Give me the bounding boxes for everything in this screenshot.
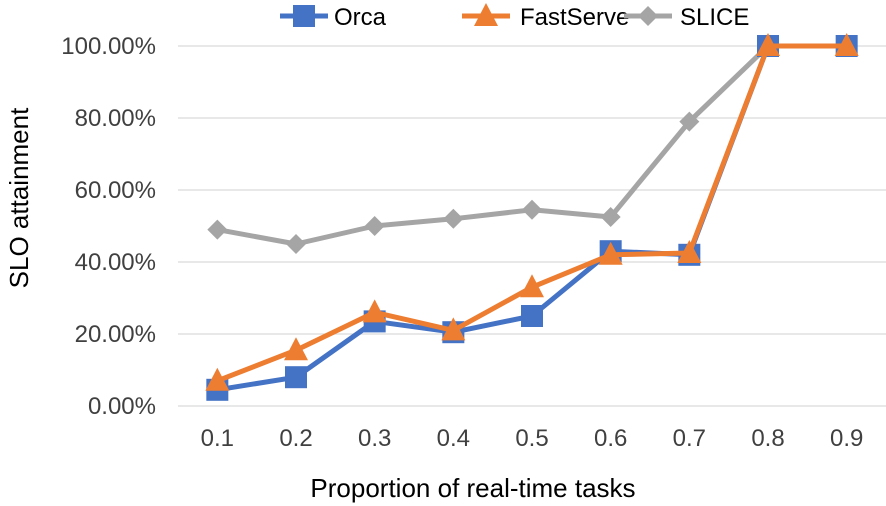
data-point (677, 240, 702, 263)
data-point (285, 366, 307, 389)
data-point (521, 305, 543, 327)
y-tick-label: 100.00% (61, 33, 156, 60)
data-point (443, 208, 464, 229)
legend-marker (293, 5, 315, 27)
data-point (522, 199, 542, 220)
x-tick-label: 0.6 (594, 425, 627, 452)
legend-item-slice: SLICE (624, 4, 749, 31)
legend-item-fastserve: FastServe (462, 3, 629, 31)
legend-item-orca: Orca (280, 4, 387, 31)
y-axis-title: SLO attainment (4, 107, 34, 288)
x-tick-label: 0.4 (437, 425, 470, 452)
legend-label: SLICE (680, 4, 749, 31)
legend-label: FastServe (520, 4, 629, 31)
data-point (364, 216, 385, 236)
data-point (520, 274, 544, 298)
x-tick-label: 0.1 (201, 425, 234, 452)
data-point (600, 207, 621, 227)
data-point (286, 234, 306, 254)
y-axis-ticks: 0.00% 20.00% 40.00% 60.00% 80.00% 100.00% (61, 33, 156, 420)
data-point (362, 299, 387, 323)
x-axis-ticks: 0.1 0.2 0.3 0.4 0.5 0.6 0.7 0.8 0.9 (201, 425, 864, 452)
x-tick-label: 0.8 (751, 425, 784, 452)
y-tick-label: 20.00% (75, 321, 156, 348)
data-point (284, 337, 308, 361)
data-point (834, 33, 859, 56)
legend: Orca FastServe SLICE (280, 3, 749, 31)
x-tick-label: 0.5 (515, 425, 548, 452)
x-tick-label: 0.2 (279, 425, 312, 452)
series-group (205, 33, 859, 401)
data-point (441, 317, 466, 341)
y-tick-label: 0.00% (88, 393, 156, 420)
data-point (679, 111, 700, 132)
data-point (205, 367, 230, 391)
x-tick-label: 0.9 (830, 425, 863, 452)
x-tick-label: 0.7 (673, 425, 706, 452)
y-tick-label: 80.00% (75, 105, 156, 132)
y-tick-label: 60.00% (75, 177, 156, 204)
legend-marker (638, 6, 658, 26)
series-fastserve (205, 33, 859, 391)
legend-label: Orca (334, 4, 387, 31)
data-point (756, 33, 780, 56)
x-tick-label: 0.3 (358, 425, 391, 452)
data-point (598, 241, 623, 265)
series-slice (207, 36, 857, 254)
y-tick-label: 40.00% (75, 249, 156, 276)
x-axis-title: Proportion of real-time tasks (310, 473, 635, 503)
legend-marker (474, 3, 498, 26)
gridlines (178, 45, 886, 407)
data-point (207, 219, 228, 240)
